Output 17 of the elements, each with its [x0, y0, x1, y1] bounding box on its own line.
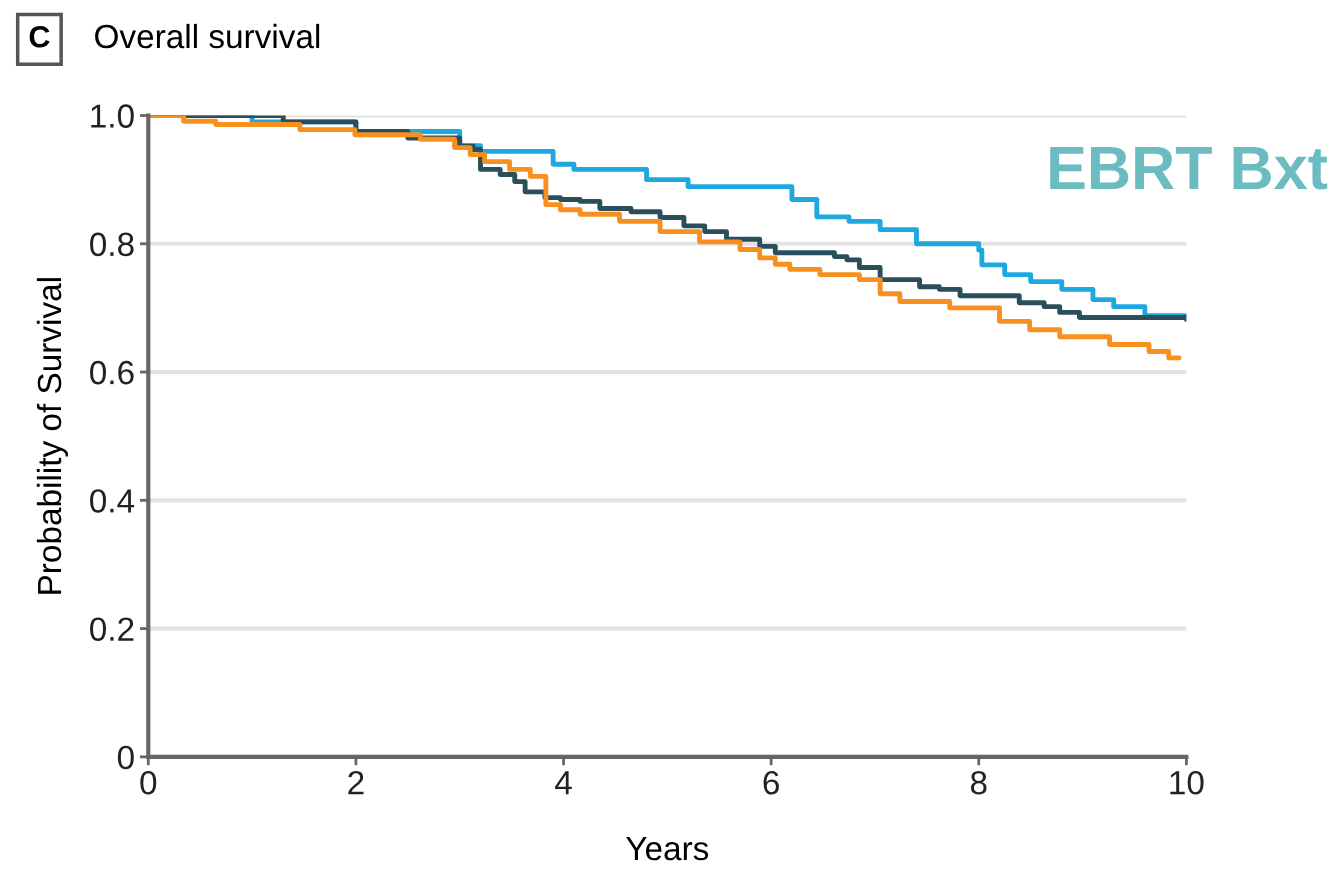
x-axis-title: Years	[626, 837, 709, 861]
x-tick-label: 2	[348, 770, 364, 795]
x-tick-label: 4	[555, 771, 572, 795]
annotation: EBRT Bxt	[1050, 147, 1328, 190]
y-tick-label: 0.4	[90, 489, 135, 513]
y-tick-label: 0.6	[90, 360, 134, 385]
y-tick-label: 1.0	[91, 104, 134, 128]
chart-title: Overall survival	[95, 23, 320, 49]
y-tick-label: 0.8	[90, 232, 134, 257]
y-axis-title: Probability of Survival	[36, 278, 68, 594]
y-tick-label: 0.2	[90, 617, 134, 642]
text: C	[29, 25, 50, 48]
x-tick-label: 10	[1170, 770, 1204, 795]
y-tick-label: 0	[117, 745, 134, 770]
x-tick-label: 0	[140, 770, 157, 795]
x-tick-label: 6	[763, 770, 779, 795]
x-tick-label: 8	[970, 770, 987, 795]
